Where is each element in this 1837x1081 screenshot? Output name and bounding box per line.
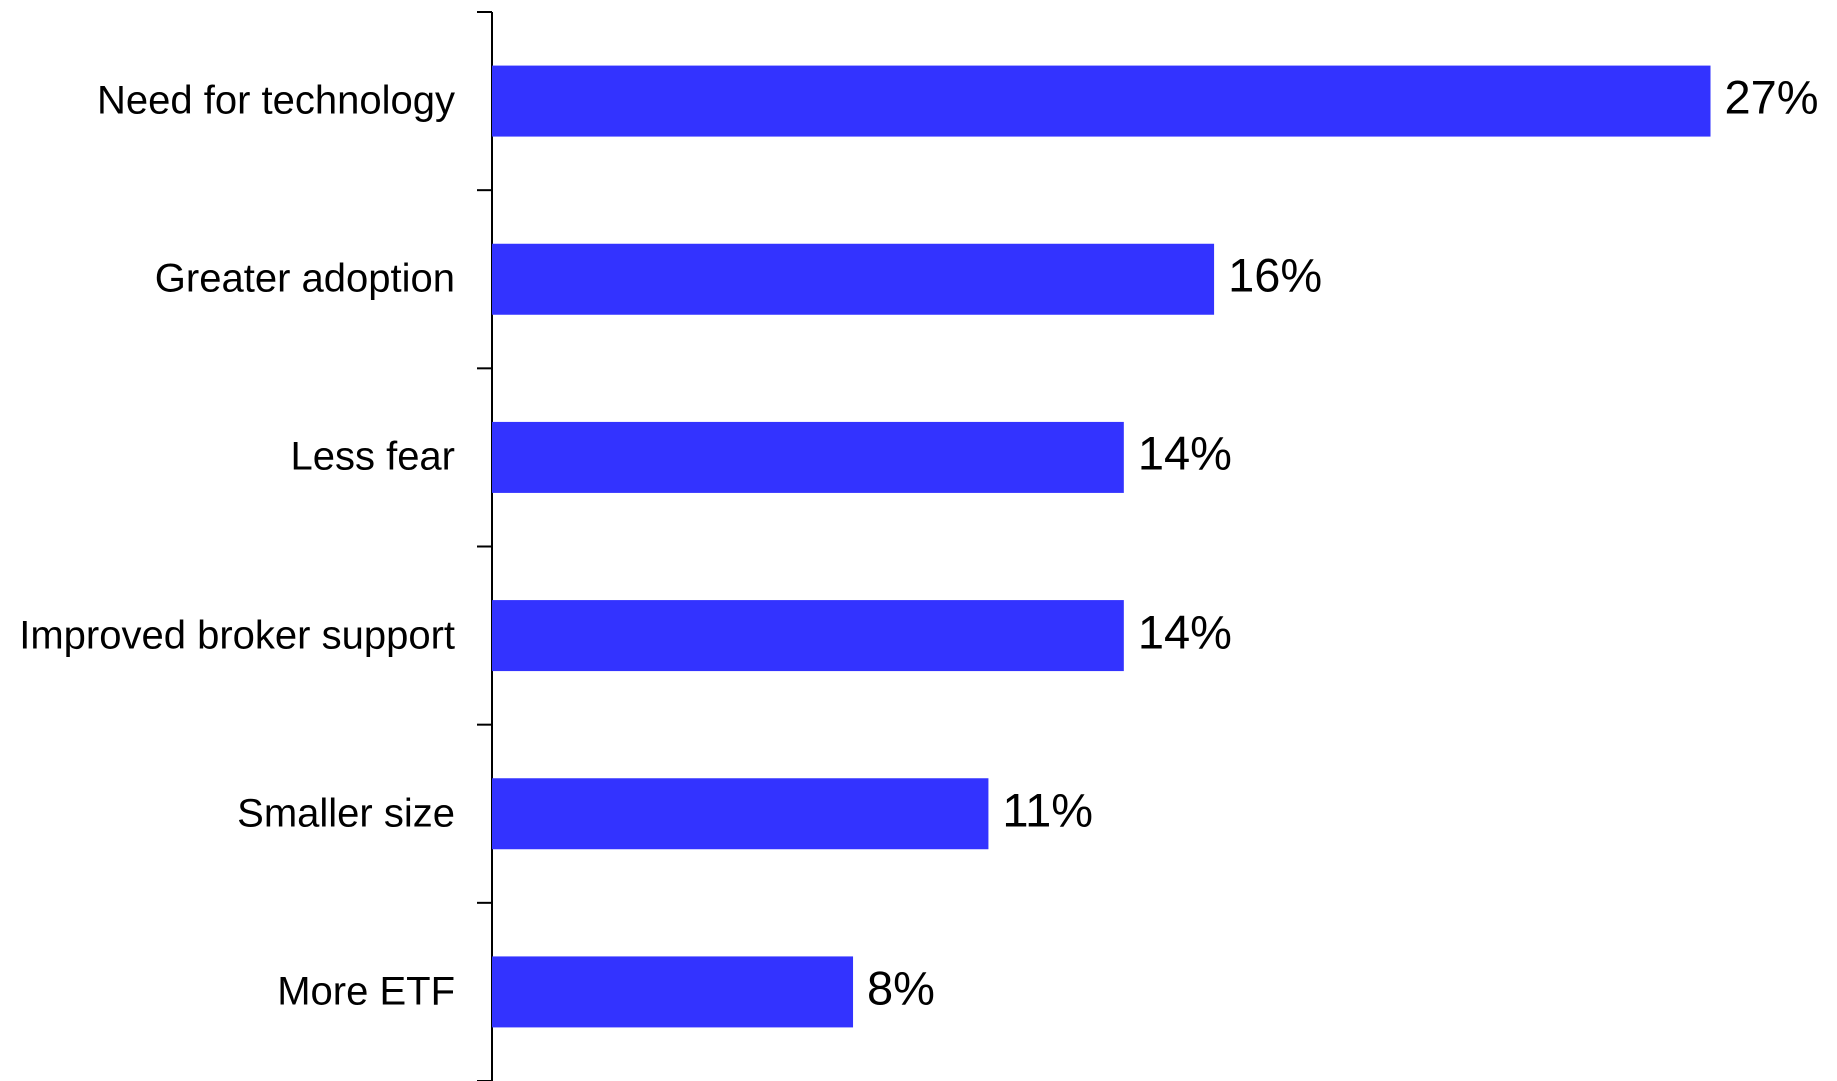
category-label: Smaller size	[237, 791, 455, 836]
bar	[492, 243, 1215, 315]
category-label: More ETF	[277, 969, 455, 1014]
bar	[492, 956, 854, 1028]
category-label: Need for technology	[96, 78, 455, 123]
category-label: Greater adoption	[154, 256, 455, 301]
value-label: 11%	[1002, 783, 1094, 837]
value-label: 14%	[1137, 426, 1232, 480]
value-label: 16%	[1228, 248, 1323, 302]
category-label: Less fear	[290, 434, 455, 479]
category-label: Improved broker support	[19, 613, 455, 658]
value-label: 14%	[1137, 605, 1232, 659]
bar	[492, 600, 1124, 672]
bar	[492, 778, 989, 850]
value-label: 27%	[1724, 70, 1819, 124]
bar	[492, 421, 1124, 493]
bar	[492, 65, 1711, 137]
value-label: 8%	[867, 961, 935, 1015]
